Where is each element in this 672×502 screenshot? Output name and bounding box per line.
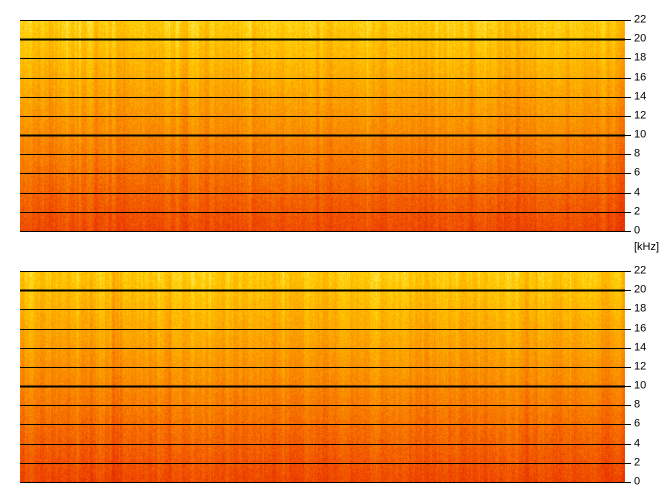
axis-tick-label-22-top: 22 — [634, 13, 647, 26]
axis-tick-18-bottom — [625, 309, 631, 310]
axis-tick-label-6-bottom: 6 — [634, 417, 641, 430]
axis-tick-22-top — [625, 20, 631, 21]
spectrogram-panel-bottom[interactable] — [20, 271, 625, 483]
axis-tick-2-top — [625, 212, 631, 213]
axis-tick-16-top — [625, 78, 631, 79]
axis-tick-10-bottom — [625, 386, 631, 387]
frequency-unit-label: [kHz] — [634, 241, 660, 253]
axis-tick-20-top — [625, 39, 631, 40]
axis-tick-10-top — [625, 135, 631, 136]
axis-tick-label-12-bottom: 12 — [634, 360, 647, 373]
axis-tick-label-8-bottom: 8 — [634, 398, 641, 411]
axis-tick-label-4-top: 4 — [634, 186, 641, 199]
frequency-axis-bottom: 0 2 4 6 8 10 12 14 16 18 20 22 — [625, 265, 672, 487]
axis-tick-label-0-top: 0 — [634, 224, 641, 237]
axis-tick-4-bottom — [625, 444, 631, 445]
axis-tick-label-10-top: 10 — [634, 128, 647, 141]
axis-tick-14-bottom — [625, 348, 631, 349]
axis-tick-label-22-bottom: 22 — [634, 264, 647, 277]
axis-tick-14-top — [625, 97, 631, 98]
axis-tick-label-2-bottom: 2 — [634, 456, 641, 469]
axis-tick-8-top — [625, 154, 631, 155]
axis-tick-22-bottom — [625, 271, 631, 272]
axis-tick-20-bottom — [625, 290, 631, 291]
axis-tick-label-10-bottom: 10 — [634, 379, 647, 392]
axis-tick-label-0-bottom: 0 — [634, 475, 641, 488]
axis-tick-8-bottom — [625, 405, 631, 406]
axis-tick-label-14-bottom: 14 — [634, 341, 647, 354]
axis-tick-label-16-bottom: 16 — [634, 322, 647, 335]
axis-tick-label-16-top: 16 — [634, 71, 647, 84]
axis-tick-4-top — [625, 193, 631, 194]
axis-tick-label-8-top: 8 — [634, 147, 641, 160]
axis-tick-12-top — [625, 116, 631, 117]
axis-tick-label-14-top: 14 — [634, 90, 647, 103]
axis-tick-12-bottom — [625, 367, 631, 368]
axis-tick-2-bottom — [625, 463, 631, 464]
axis-tick-18-top — [625, 58, 631, 59]
axis-tick-0-bottom — [625, 482, 631, 483]
axis-tick-label-20-top: 20 — [634, 32, 647, 45]
axis-tick-label-6-top: 6 — [634, 166, 641, 179]
axis-tick-label-12-top: 12 — [634, 109, 647, 122]
axis-tick-0-top — [625, 231, 631, 232]
axis-tick-label-4-bottom: 4 — [634, 437, 641, 450]
frequency-axis-top: 0 2 4 6 8 10 12 14 16 18 20 22 — [625, 14, 672, 236]
frequency-gridlines-bottom — [20, 271, 625, 483]
axis-tick-6-top — [625, 173, 631, 174]
spectrogram-panel-top[interactable] — [20, 20, 625, 232]
axis-tick-label-18-bottom: 18 — [634, 302, 647, 315]
axis-tick-6-bottom — [625, 424, 631, 425]
axis-tick-16-bottom — [625, 329, 631, 330]
spectrogram-image-bottom — [20, 271, 625, 483]
frequency-gridlines-top — [20, 20, 625, 232]
axis-tick-label-2-top: 2 — [634, 205, 641, 218]
axis-tick-label-20-bottom: 20 — [634, 283, 647, 296]
axis-tick-label-18-top: 18 — [634, 51, 647, 64]
spectrogram-image-top — [20, 20, 625, 232]
